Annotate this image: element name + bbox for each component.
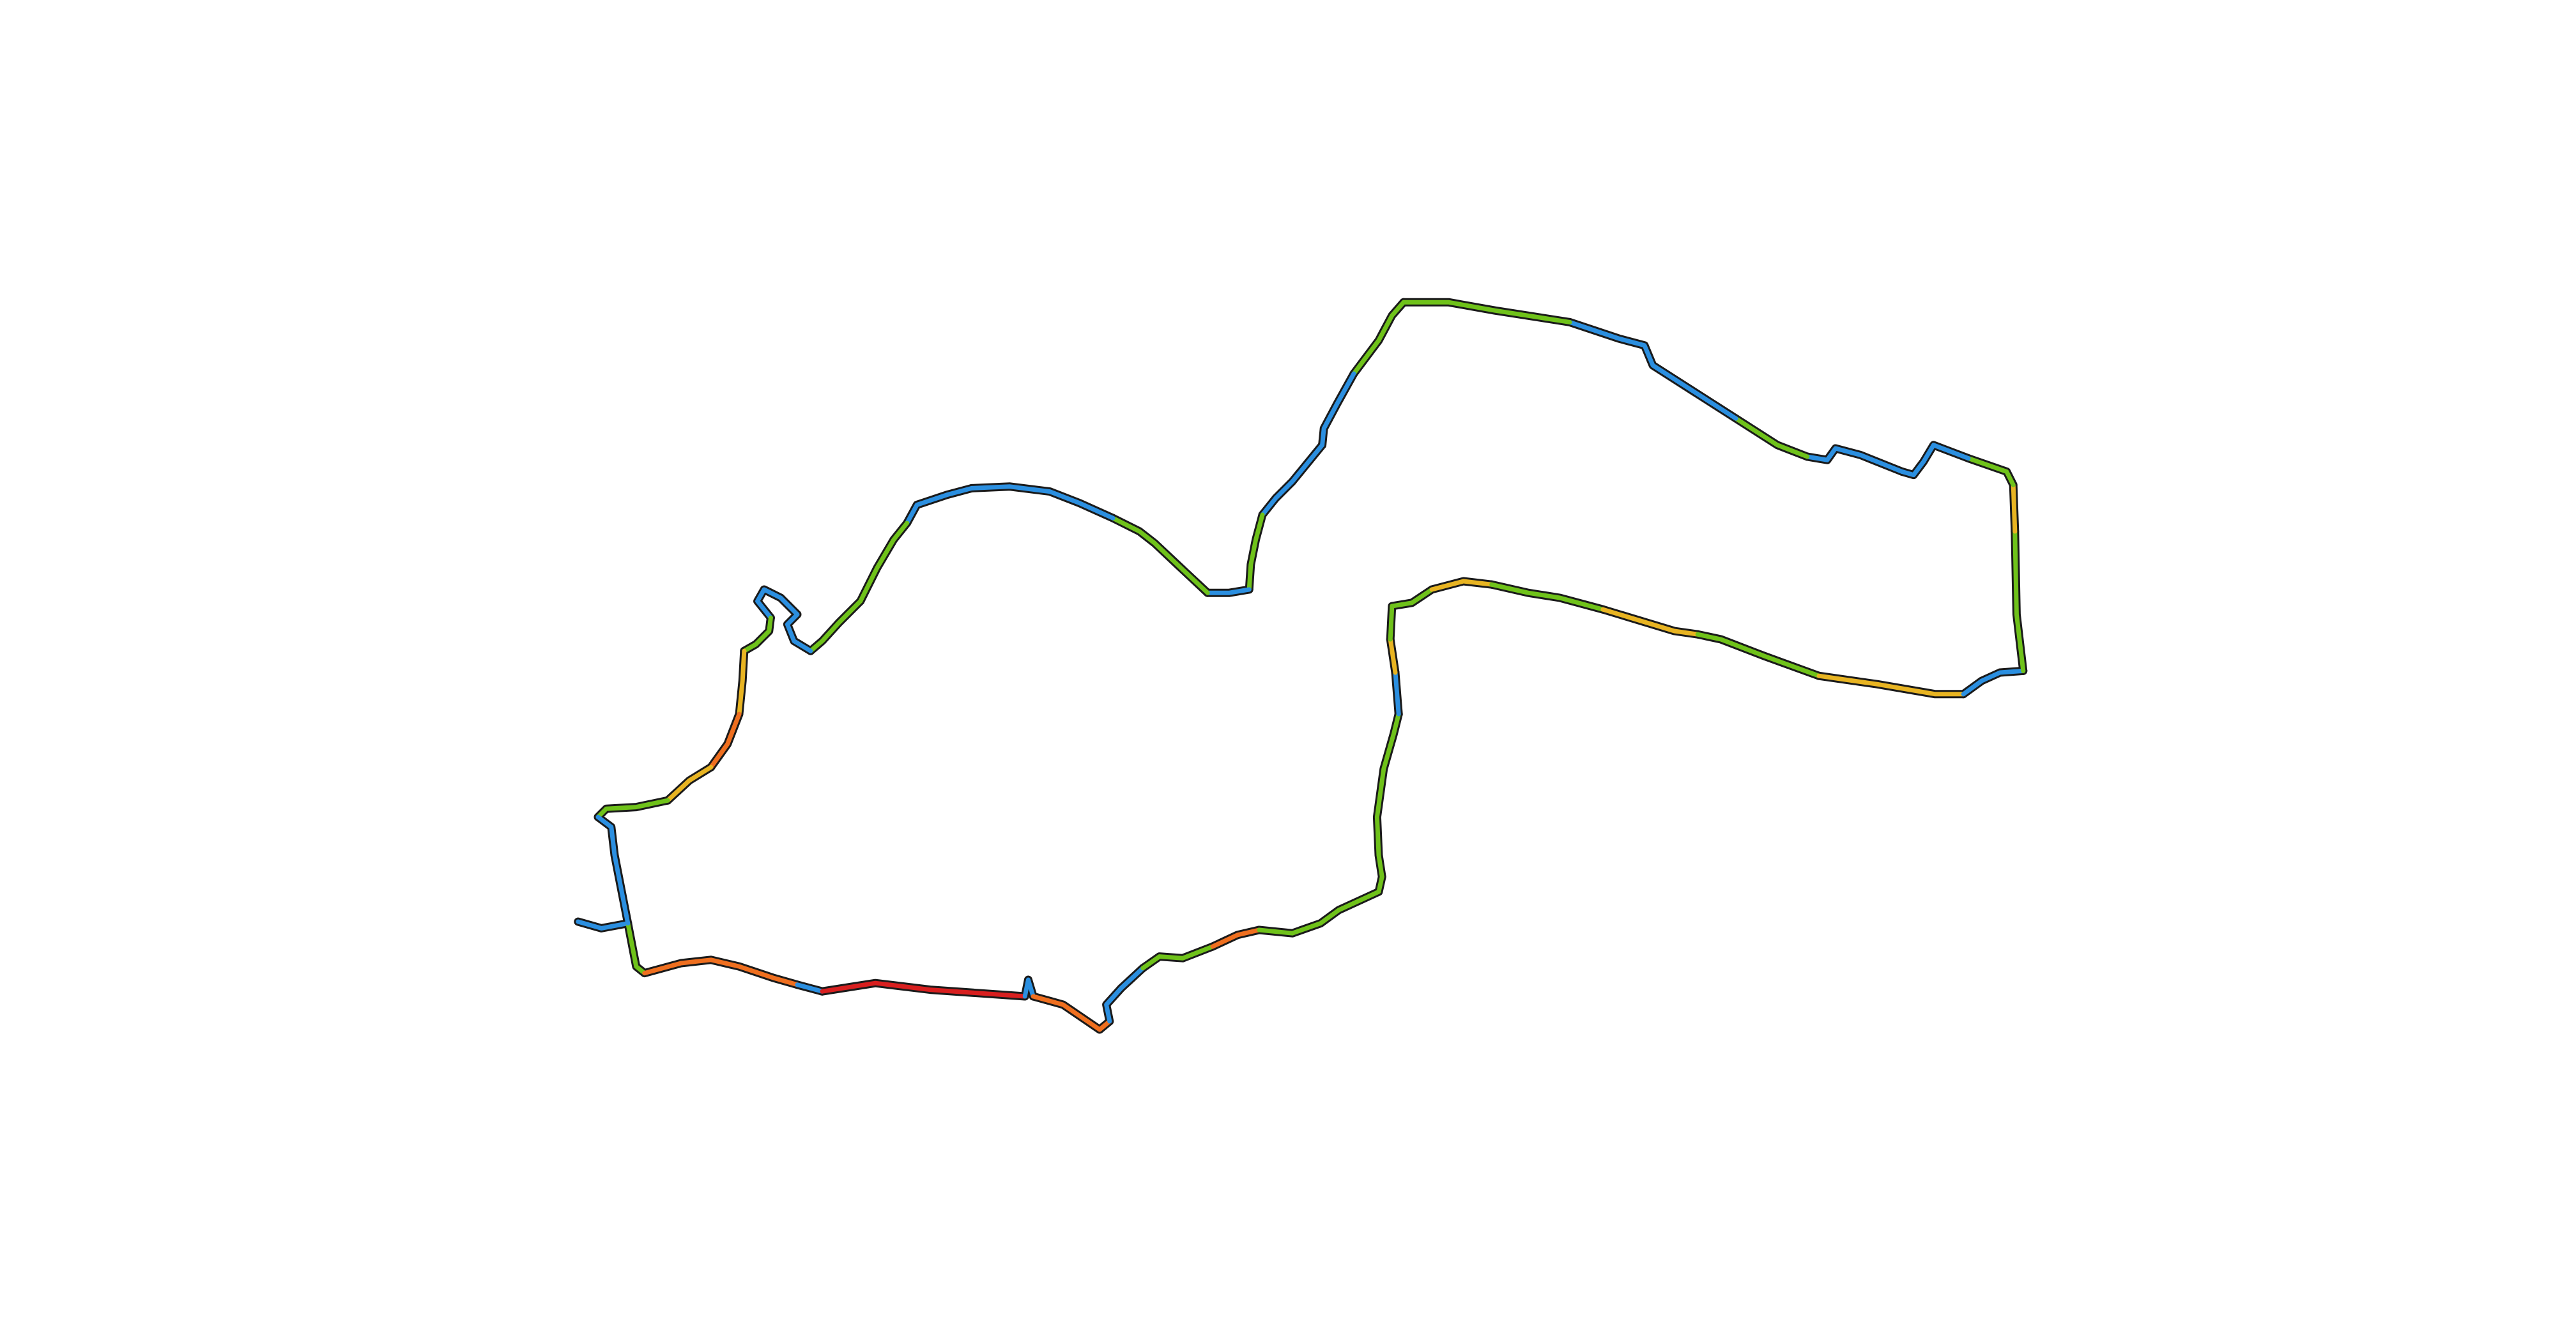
route-segment-medium [1374,712,1401,879]
route-segment-slow [1022,977,1036,999]
route-segment-medium [742,615,773,653]
route-segment-medium [1246,512,1265,592]
route-segment-slow [1961,668,2026,697]
route-segment-slow [1205,587,1252,595]
route-segment-medium [1257,874,1384,936]
route-segment-slow [1805,446,1905,474]
route-segment-medium [1489,582,1606,612]
route-segment-moderate [665,765,714,803]
route-segment-fast [642,957,800,987]
route-segment-fast [709,712,742,770]
route-segment-slow [905,485,974,526]
route-segment-slow [755,587,813,653]
route-segment-medium [625,921,647,976]
route-segment-medium [2012,529,2026,673]
route-segment-slow [795,982,825,994]
route-segment-slow [576,919,631,931]
route-segment-slow [969,484,1116,521]
route-segment-fast [1031,994,1112,1032]
route-segment-slow [595,814,631,926]
route-segment-slow [1260,443,1325,517]
route-segment-moderate [2011,482,2018,534]
route-segment-moderate [1600,607,1700,637]
route-segment-medium [1110,515,1210,595]
route-segment-medium [1388,587,1434,642]
route-segment-medium [1966,456,2016,487]
route-segment-medium [1695,632,1821,678]
route-segment-medium [1351,300,1406,376]
route-segment-medium [808,598,863,653]
route-segment-medium [1140,944,1215,971]
route-outline-segment [1897,441,1973,480]
route-segment-moderate [1816,673,1966,697]
route-segment-medium [858,521,910,604]
route-segment-medium [595,798,670,819]
route-segment-slow [1393,670,1401,717]
route-segment-slow [1899,443,1971,478]
route-segment-fast [1210,927,1262,949]
route-segment-slow [1320,371,1356,448]
route-outline-segment [1386,585,1436,644]
route-segment-slow [1567,319,1738,421]
route-segment-fastest [820,980,1027,999]
route-segment-moderate [1388,637,1398,675]
route-segment-moderate [1429,579,1494,592]
route-segment-moderate [737,648,747,717]
route-segment-medium [1733,416,1810,459]
route-segment-medium [1401,300,1572,324]
route-outline [574,298,2028,1034]
route-segment-slow [1104,966,1146,1024]
route-segments [576,300,2026,1032]
